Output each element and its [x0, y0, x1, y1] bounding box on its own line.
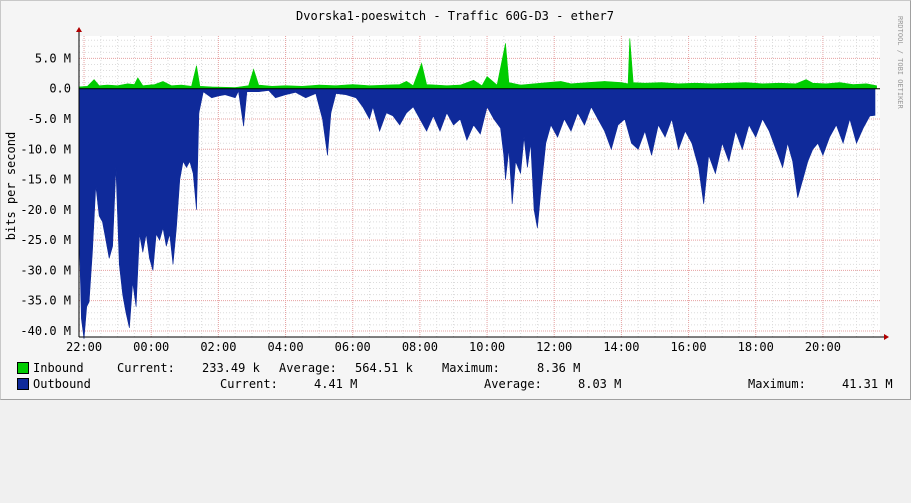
legend-outbound-current: 4.41 M	[314, 377, 358, 391]
x-tick-label: 08:00	[402, 340, 438, 354]
x-tick-label: 20:00	[805, 340, 841, 354]
rrdtool-watermark: RRDTOOL / TOBI OETIKER	[896, 16, 904, 110]
outbound-swatch	[17, 378, 29, 390]
legend-inbound-average-label: Average:	[279, 361, 337, 375]
legend-inbound-maximum: 8.36 M	[537, 361, 581, 375]
legend-inbound-label: Inbound	[33, 361, 84, 375]
chart-title: Dvorska1-poeswitch - Traffic 60G-D3 - et…	[296, 9, 614, 23]
inbound-area	[78, 38, 877, 89]
legend-outbound-maximum-label: Maximum:	[748, 377, 806, 391]
legend-outbound: Outbound Current: 4.41 M Average: 8.03 M…	[17, 377, 893, 391]
y-axis-label: bits per second	[4, 132, 18, 240]
legend-outbound-average-label: Average:	[484, 377, 542, 391]
x-tick-label: 14:00	[603, 340, 639, 354]
y-tick-label: 0.0	[49, 82, 71, 96]
legend-inbound-maximum-label: Maximum:	[442, 361, 500, 375]
x-tick-label: 06:00	[335, 340, 371, 354]
legend-outbound-average: 8.03 M	[578, 377, 622, 391]
x-tick-label: 12:00	[536, 340, 572, 354]
y-tick-label: -30.0 M	[20, 263, 71, 277]
legend-inbound-current: 233.49 k	[202, 361, 260, 375]
y-tick-label: 5.0 M	[35, 51, 71, 65]
legend-inbound: Inbound Current: 233.49 k Average: 564.5…	[17, 361, 580, 375]
legend-outbound-maximum: 41.31 M	[842, 377, 893, 391]
legend-outbound-current-label: Current:	[220, 377, 278, 391]
x-tick-label: 00:00	[133, 340, 169, 354]
y-tick-label: -40.0 M	[20, 324, 71, 338]
legend-outbound-label: Outbound	[33, 377, 91, 391]
legend-inbound-average: 564.51 k	[355, 361, 413, 375]
y-tick-label: -10.0 M	[20, 142, 71, 156]
y-tick-label: -5.0 M	[28, 112, 71, 126]
y-tick-label: -35.0 M	[20, 294, 71, 308]
x-tick-label: 10:00	[469, 340, 505, 354]
outbound-area	[78, 88, 876, 339]
x-tick-label: 18:00	[738, 340, 774, 354]
y-tick-label: -20.0 M	[20, 203, 71, 217]
legend-inbound-current-label: Current:	[117, 361, 175, 375]
traffic-chart: Dvorska1-poeswitch - Traffic 60G-D3 - et…	[4, 9, 904, 354]
y-tick-label: -25.0 M	[20, 233, 71, 247]
inbound-swatch	[17, 362, 29, 374]
x-tick-label: 22:00	[66, 340, 102, 354]
x-axis-arrow	[884, 334, 889, 340]
y-tick-label: -15.0 M	[20, 173, 71, 187]
y-axis-arrow	[76, 27, 82, 32]
x-tick-label: 02:00	[200, 340, 236, 354]
x-tick-label: 04:00	[267, 340, 303, 354]
x-tick-label: 16:00	[671, 340, 707, 354]
